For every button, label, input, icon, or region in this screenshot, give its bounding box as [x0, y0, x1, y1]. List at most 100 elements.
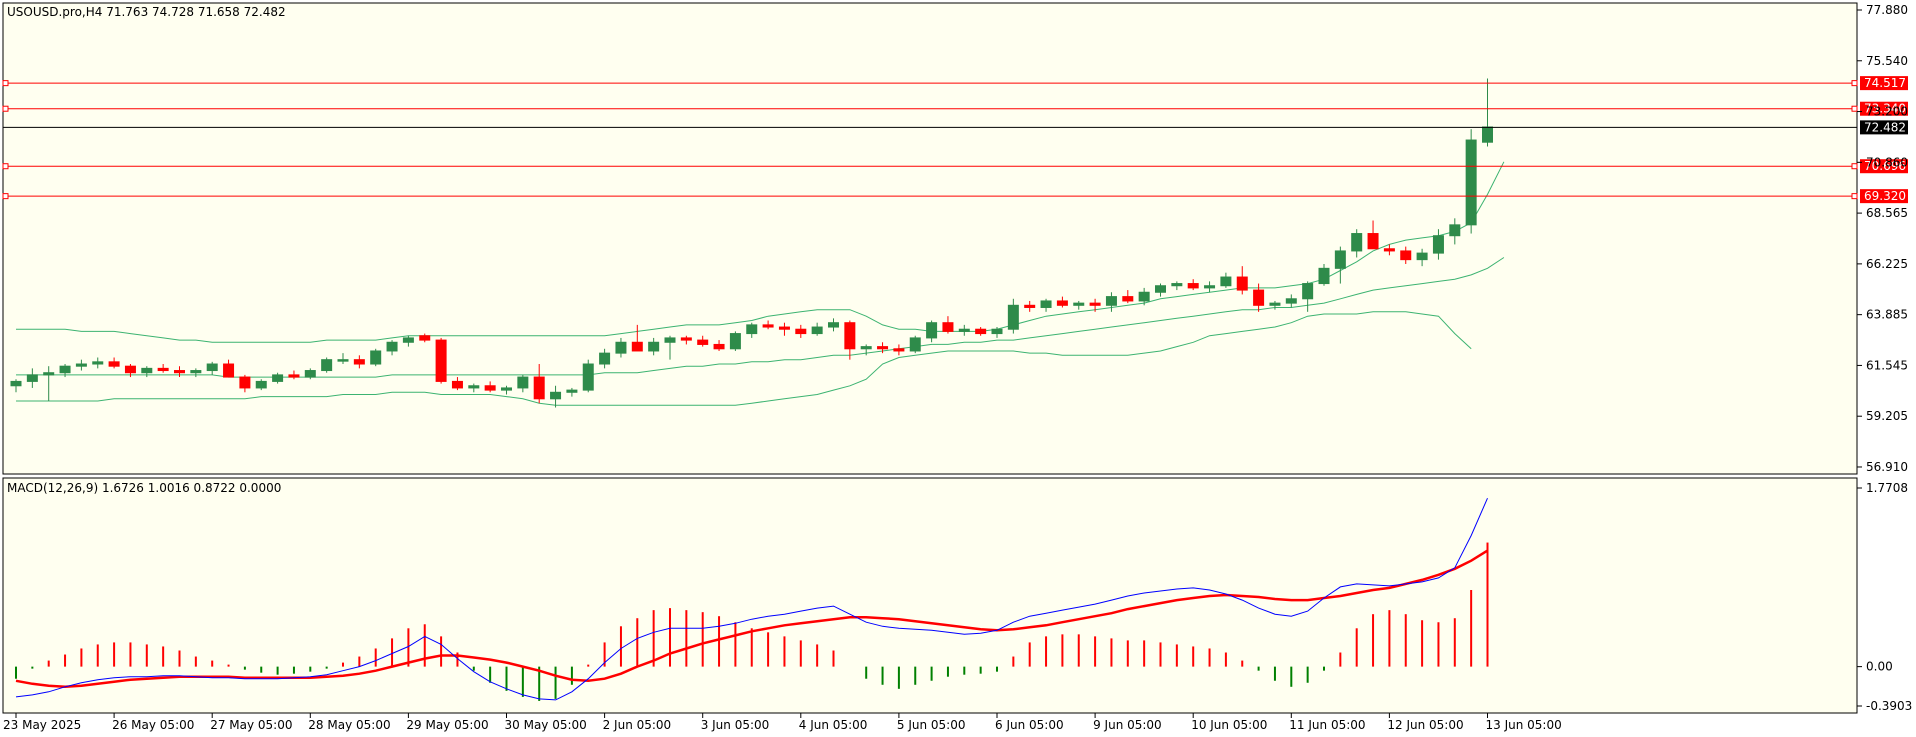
macd-panel[interactable] [2, 477, 1858, 714]
candle-body [484, 385, 496, 391]
level-anchor-right[interactable] [1851, 105, 1858, 112]
candle-body [1073, 302, 1085, 306]
level-anchor-right[interactable] [1851, 163, 1858, 170]
candle [713, 340, 725, 351]
candle [1155, 283, 1166, 297]
candle-body [680, 337, 692, 341]
candle [975, 327, 987, 336]
candle [26, 368, 38, 388]
price-tick-label: 70.860 [1866, 155, 1908, 169]
price-panel[interactable] [2, 2, 1858, 475]
candle [108, 357, 120, 369]
candle [1383, 244, 1395, 256]
candle [370, 348, 382, 367]
candle-body [468, 385, 480, 389]
horizontal-levels[interactable]: 74.517 73.340 70.696 69.320 [2, 76, 1908, 204]
level-line[interactable]: 70.696 [2, 159, 1908, 174]
level-anchor-left[interactable] [2, 105, 9, 112]
candle-body [1383, 248, 1395, 252]
candle [877, 342, 889, 354]
candle [1334, 246, 1346, 284]
candle-body [599, 352, 611, 365]
price-tick-label: 66.225 [1866, 257, 1908, 271]
candle-body [288, 374, 300, 378]
candle [746, 322, 758, 338]
candle [958, 324, 970, 336]
macd-info-label: MACD(12,26,9) 1.6726 1.0016 0.8722 0.000… [7, 481, 281, 495]
candle [828, 318, 839, 332]
candle-body [1089, 302, 1101, 306]
candle [190, 368, 202, 378]
level-anchor-left[interactable] [2, 193, 9, 200]
candle-body [1253, 289, 1265, 306]
level-price-label: 69.320 [1864, 189, 1906, 203]
candle-body [10, 380, 22, 387]
candle [1040, 298, 1052, 312]
candle-body [206, 363, 218, 372]
level-line[interactable]: 74.517 [2, 76, 1908, 91]
candle [1367, 220, 1379, 250]
candle-body [762, 324, 774, 328]
level-anchor-left[interactable] [2, 163, 9, 170]
candle [501, 385, 512, 395]
candle-body [1400, 250, 1412, 261]
candle-body [1465, 139, 1477, 226]
candle [517, 374, 529, 393]
level-line[interactable]: 73.340 [2, 101, 1908, 116]
candle [43, 366, 55, 401]
time-tick-label: 30 May 05:00 [505, 718, 587, 732]
candle-body [337, 359, 349, 362]
candle [1089, 298, 1101, 312]
candle-body [26, 374, 38, 382]
candle-body [1416, 252, 1428, 261]
time-tick-label: 6 Jun 05:00 [995, 718, 1064, 732]
time-tick-label: 26 May 05:00 [112, 718, 194, 732]
candle-body [1138, 291, 1150, 302]
candle [288, 370, 300, 380]
candle-body [697, 339, 709, 345]
level-line[interactable]: 69.320 [2, 189, 1908, 204]
current-price-tag [1860, 120, 1908, 135]
candle [926, 320, 938, 343]
candle-body [1122, 296, 1134, 302]
time-tick-label: 27 May 05:00 [210, 718, 292, 732]
candle [223, 359, 235, 378]
price-tick-label: 77.880 [1866, 3, 1908, 17]
level-anchor-right[interactable] [1851, 80, 1858, 87]
candle [1122, 290, 1134, 304]
macd-series [15, 497, 1489, 701]
candle-body [141, 367, 153, 374]
candle [1285, 294, 1297, 308]
candle-body [958, 328, 970, 332]
candle-body [1007, 304, 1019, 330]
bollinger-upper-line [16, 161, 1505, 343]
level-price-tag [1860, 76, 1908, 91]
time-tick-label: 3 Jun 05:00 [701, 718, 770, 732]
level-anchor-right[interactable] [1851, 193, 1858, 200]
candle-body [108, 361, 120, 367]
bollinger-bands [16, 161, 1505, 406]
candle-body [190, 370, 202, 374]
candle [648, 337, 660, 356]
candle [729, 331, 741, 351]
candle-body [321, 359, 333, 372]
candle [893, 344, 905, 356]
price-tick-label: 56.910 [1866, 460, 1908, 474]
candle-body [1318, 267, 1330, 285]
candle-body [729, 333, 741, 350]
candle [1416, 248, 1428, 267]
candle [811, 322, 823, 336]
candle-body [1187, 283, 1199, 289]
candle [942, 316, 954, 334]
candle [550, 385, 562, 408]
level-anchor-left[interactable] [2, 80, 9, 87]
candle [1449, 218, 1461, 245]
candle-body [1351, 233, 1363, 252]
candle-body [1155, 285, 1166, 293]
candle-body [795, 328, 807, 335]
candle-body [1056, 300, 1068, 306]
candle [1024, 300, 1036, 312]
macd-tick-label: 1.7708 [1866, 481, 1908, 495]
candle [1318, 263, 1330, 286]
